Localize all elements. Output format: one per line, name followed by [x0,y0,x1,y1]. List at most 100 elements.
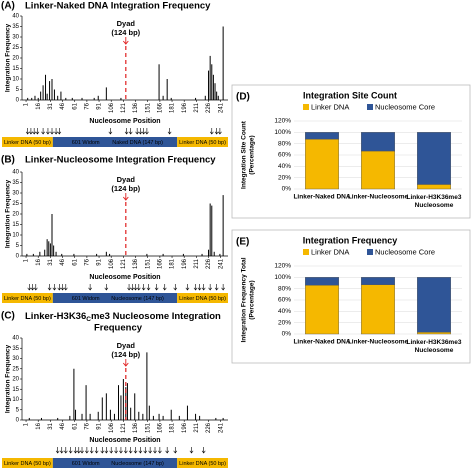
integration-arrow [146,284,151,291]
legend-label: Nucleosome Core [375,102,435,111]
x-tick-line: Linker-H3K36me3 [407,194,462,201]
x-tick-label: 241 [218,102,224,113]
legend-swatch [303,104,309,110]
x-tick-label: 31 [48,422,54,429]
integration-arrow [57,284,62,291]
dyad-label: (124 bp) [111,350,140,359]
x-tick-label: 16 [36,422,42,429]
y-tick-label: 20 [12,377,19,383]
integration-arrow [128,447,133,454]
y-tick-label: 35 [12,180,19,186]
title-part: Linker-H3K36 [25,311,86,322]
x-tick-label: 136 [133,422,139,433]
dna-segment [2,137,53,147]
segment-label: 601 Widom [72,140,100,146]
integration-arrow [68,447,73,454]
x-tick-label: 226 [206,422,212,433]
dyad-arrow [122,37,129,45]
integration-arrow [73,447,78,454]
y-tick-label: 80% [278,140,291,147]
integration-arrow [54,128,58,135]
integration-arrow [89,447,94,454]
y-tick-label: 25 [12,201,19,207]
x-tick-label: 46 [60,102,66,109]
bar-segment [361,150,396,190]
y-axis-label: Integration Frequency [5,344,12,413]
bar-segment [305,285,340,335]
panel-label: (C) [1,311,15,322]
y-tick-label: 0 [16,254,20,260]
y-tick-label: 0% [282,331,292,338]
x-tick-line: Nucleosome [415,202,454,209]
x-tick-label: 61 [72,102,78,109]
x-tick-label: 181 [170,422,176,433]
x-tick-label: 61 [72,422,78,429]
x-tick-label: Linker-Nucleosome [348,339,409,346]
integration-arrow [60,284,65,291]
integration-arrow [29,128,33,135]
y-axis-label: Integration Site Count [241,120,248,189]
y-tick-label: 100% [274,274,291,281]
dyad-label: Dyad [117,175,136,184]
integration-arrow [123,447,128,454]
integration-arrow [32,128,37,135]
dyad-label: (124 bp) [111,28,140,37]
y-tick-label: 15 [12,387,19,393]
panel-title: Linker-Nucleosome Integration Frequency [25,155,216,166]
x-tick-label: 151 [145,422,151,433]
y-tick-label: 10 [12,397,19,403]
y-tick-label: 100% [274,129,291,136]
y-axis-label: Integration Frequency [5,179,12,248]
integration-arrow [167,128,172,135]
integration-arrow [63,447,68,454]
integration-arrow [201,284,206,291]
integration-arrow [88,284,92,291]
integration-arrow [201,447,206,454]
integration-arrow [100,447,105,454]
y-tick-label: 20 [12,212,19,218]
segment-label: Linker DNA (50 bp) [4,296,51,302]
integration-arrow [80,447,84,454]
segment-label: Linker DNA (50 bp) [4,461,51,467]
integration-arrow [133,447,138,454]
x-tick-label: 121 [121,258,127,269]
x-tick-label: 106 [109,258,115,269]
segment-label: Nucleosome (147 bp) [111,461,164,467]
legend-swatch [367,104,373,110]
integration-arrow [108,128,113,135]
y-tick-label: 20% [278,319,291,326]
integration-arrow [143,447,148,454]
y-tick-label: 60% [278,152,291,159]
x-tick-label: 76 [84,102,90,109]
x-tick-line: Nucleosome [415,347,454,354]
bar-segment [305,277,340,286]
x-tick-label: 91 [97,258,103,265]
segment-label: 601 Widom [72,461,100,467]
y-axis-label: Integration Frequency Total [241,257,248,342]
x-tick-label: 121 [121,422,127,433]
x-tick-label: 211 [194,422,200,432]
x-tick-label: Linker-Naked DNA [293,339,350,346]
title-part: me3 Nucleosome Integration [91,311,221,322]
dyad-label: (124 bp) [111,184,140,193]
panel-title: Integration Frequency [303,235,398,245]
x-tick-label: 196 [182,102,188,113]
y-tick-label: 5 [16,407,20,413]
panel-title: Linker-Naked DNA Integration Frequency [25,1,211,12]
integration-arrow [25,128,30,135]
y-tick-label: 10 [12,77,19,83]
x-axis-label: Nucleosome Position [89,118,160,125]
y-axis-label: (Percentage) [249,135,256,174]
y-axis-label: Integration Frequency [5,23,12,92]
dna-segment [177,137,228,147]
x-tick-label: 76 [84,422,90,429]
integration-arrow [138,447,143,454]
integration-arrow [145,128,149,135]
integration-arrow [141,284,146,291]
integration-arrow [218,128,222,135]
bar-segment [361,284,396,335]
integration-arrow [59,447,64,454]
x-tick-label: 136 [133,102,139,113]
integration-arrow [104,447,109,454]
